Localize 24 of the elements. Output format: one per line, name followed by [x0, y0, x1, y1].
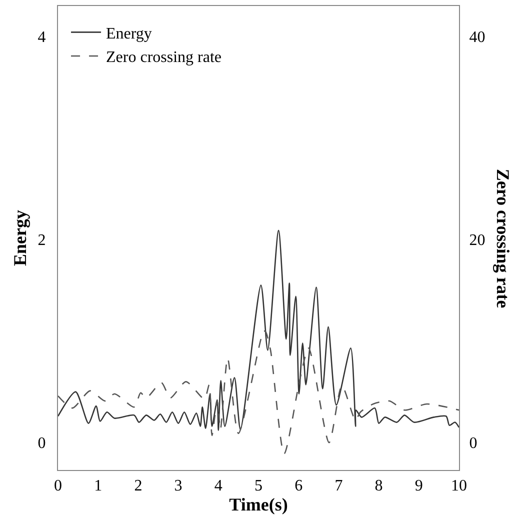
y2-tick-label: 20 [469, 232, 486, 250]
y-tick-label: 2 [38, 232, 46, 250]
x-tick-label: 4 [214, 477, 222, 494]
x-tick-label: 0 [54, 477, 62, 494]
line-series [58, 330, 459, 454]
y-tick-label: 0 [38, 435, 46, 452]
x-tick-label: 10 [451, 477, 467, 494]
y2-tick-label: 0 [469, 435, 478, 452]
x-tick-label: 5 [254, 477, 262, 494]
x-tick-label: 1 [94, 477, 102, 494]
legend-label: Zero crossing rate [106, 49, 222, 66]
x-tick-label: 6 [294, 477, 303, 494]
y-axis-title: Energy [10, 210, 30, 266]
line-series [58, 230, 459, 432]
x-tick-label: 8 [374, 477, 383, 494]
x-tick-label: 7 [334, 477, 343, 494]
x-axis-title: Time(s) [229, 494, 288, 514]
y2-axis-title: Zero crossing rate [493, 168, 514, 308]
y-tick-label: 4 [38, 29, 46, 46]
legend-label: Energy [106, 25, 152, 42]
x-tick-label: 3 [174, 477, 182, 494]
x-tick-label: 2 [134, 477, 142, 494]
y2-tick-label: 40 [469, 29, 486, 46]
x-tick-label: 9 [414, 477, 423, 494]
